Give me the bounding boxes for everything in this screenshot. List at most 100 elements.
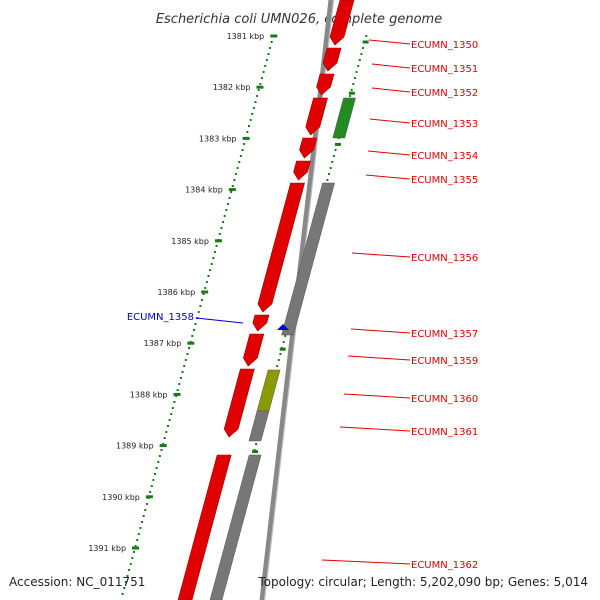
gene-label[interactable]: ECUMN_1352 (411, 88, 478, 99)
ruler-dot (150, 485, 153, 487)
track-dot (282, 341, 285, 343)
gene-features (177, 0, 356, 600)
ruler-dot (137, 533, 140, 535)
track-tick (335, 142, 342, 146)
gene-leader-line (351, 252, 411, 258)
marker-ecumn-1358 (277, 324, 289, 330)
track-dot (350, 89, 353, 91)
pseudo-block (209, 454, 262, 600)
ruler-dot (139, 527, 142, 529)
gene-label[interactable]: ECUMN_1356 (411, 253, 478, 264)
gene-label[interactable]: ECUMN_1362 (411, 560, 478, 571)
ruler-dot (179, 377, 182, 379)
ruler-dot (171, 407, 174, 409)
ruler-tick (159, 444, 167, 448)
gene-label[interactable]: ECUMN_1354 (411, 151, 478, 162)
gene-label[interactable]: ECUMN_1350 (411, 40, 478, 51)
ruler-dot (134, 545, 137, 547)
ruler-dot (264, 65, 267, 67)
ruler-dot (256, 95, 259, 97)
gene-label[interactable]: ECUMN_1357 (411, 329, 478, 340)
ruler-dot (235, 173, 238, 175)
ruler-dot (121, 593, 124, 595)
ruler-tick (256, 85, 264, 89)
ruler-dot (136, 539, 139, 541)
gene-leader-line (195, 317, 244, 324)
track-dot (284, 335, 287, 337)
ruler-dot (162, 443, 165, 445)
ruler-label: 1389 kbp (116, 442, 154, 451)
track-dot (277, 359, 280, 361)
track-tick (279, 347, 286, 351)
ruler-dot (175, 395, 178, 397)
ruler-tick (145, 495, 153, 499)
gene-block (252, 314, 270, 332)
track-dot (326, 179, 329, 181)
ruler-label: 1386 kbp (157, 288, 195, 297)
ruler-dot (254, 101, 257, 103)
ruler-tick (132, 546, 140, 550)
gene-label[interactable]: ECUMN_1355 (411, 175, 478, 186)
genome-info: Topology: circular; Length: 5,202,090 bp… (258, 575, 588, 589)
gene-leader-line (339, 426, 411, 432)
track-dot (328, 173, 331, 175)
accession-label: Accession: NC_011751 (9, 575, 146, 589)
track-dot (353, 77, 356, 79)
ruler-dot (267, 53, 270, 55)
ruler-label: 1388 kbp (130, 390, 168, 399)
gene-label[interactable]: ECUMN_1360 (411, 394, 478, 405)
gene-leader-line (347, 355, 411, 361)
ruler-dot (246, 131, 249, 133)
ruler-dot (247, 125, 250, 127)
ruler-dot (265, 59, 268, 61)
ruler-dot (165, 431, 168, 433)
ruler-dot (158, 455, 161, 457)
ruler-tick (173, 392, 181, 396)
ruler-dot (157, 461, 160, 463)
ruler-dot (213, 251, 216, 253)
ruler-dot (142, 515, 145, 517)
gene-block (299, 137, 318, 159)
ruler-dot (270, 41, 273, 43)
track-dot (358, 59, 361, 61)
ruler-dot (231, 185, 234, 187)
ruler-dot (259, 83, 262, 85)
track-dot (362, 47, 365, 49)
ruler-label: 1382 kbp (213, 83, 251, 92)
ruler-dot (262, 71, 265, 73)
gene-label-ecumn-1358[interactable]: ECUMN_1358 (127, 312, 194, 323)
gene-labels: ECUMN_1350 ECUMN_1351 ECUMN_1352 ECUMN_1353… (127, 39, 478, 571)
gene-label[interactable]: ECUMN_1351 (411, 64, 478, 75)
ruler-dot (191, 335, 194, 337)
gene-leader-line (350, 328, 411, 334)
ruler-dot (176, 389, 179, 391)
ruler-dot (126, 575, 129, 577)
rna-block (332, 97, 356, 139)
ruler-dot (184, 359, 187, 361)
track-dot (349, 95, 352, 97)
ruler-dot (260, 77, 263, 79)
ruler-dot (239, 155, 242, 157)
ruler-dot (201, 299, 203, 301)
ruler-dot (155, 467, 158, 469)
ruler-dot (181, 371, 184, 373)
ruler-dot (170, 413, 173, 415)
gene-label[interactable]: ECUMN_1361 (411, 427, 478, 438)
ruler-dot (124, 581, 127, 583)
ruler-dot (218, 233, 221, 235)
gene-label[interactable]: ECUMN_1359 (411, 356, 478, 367)
ruler-dot (152, 479, 155, 481)
ruler-dot (269, 47, 272, 49)
gene-block (329, 0, 355, 46)
track-dot (355, 71, 358, 73)
ruler-dot (236, 167, 239, 169)
track-dot (331, 161, 334, 163)
ruler-tick (214, 239, 222, 243)
ruler-label: 1381 kbp (227, 32, 265, 41)
ruler-dot (183, 365, 186, 367)
ruler-dot (243, 143, 246, 145)
ruler-dot (144, 509, 147, 511)
gene-leader-line (367, 150, 411, 156)
ruler-dot (204, 287, 207, 289)
gene-label[interactable]: ECUMN_1353 (411, 119, 478, 130)
